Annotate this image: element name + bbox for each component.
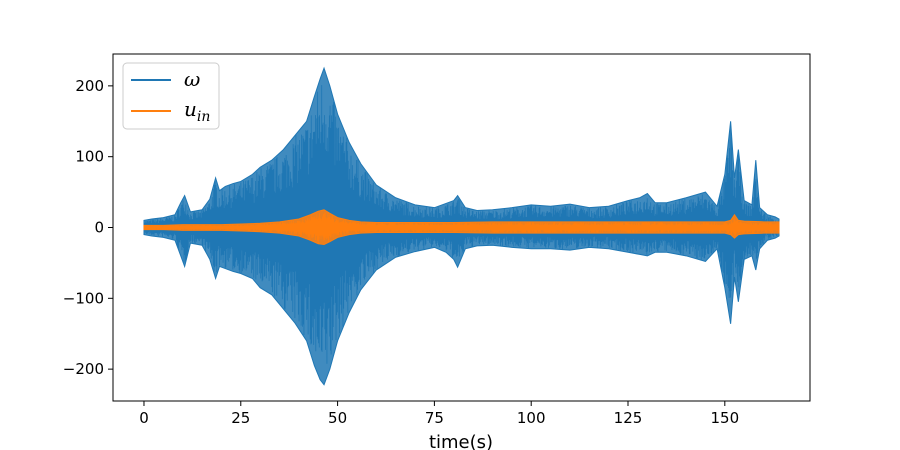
x-tick-label-125: 125 [614, 409, 643, 427]
legend-label-omega: ω [184, 67, 200, 91]
legend-label-uin-sub: in [197, 109, 211, 125]
legend-label-omega-main: ω [184, 67, 200, 91]
y-tick-label--200: −200 [63, 360, 104, 378]
y-tick-label-200: 200 [75, 77, 104, 95]
y-tick-label-100: 100 [75, 148, 104, 166]
x-tick-label-150: 150 [710, 409, 739, 427]
x-tick-label-25: 25 [231, 409, 250, 427]
x-tick-label-75: 75 [425, 409, 444, 427]
legend: ω uin [122, 62, 220, 130]
legend-label-uin: uin [184, 97, 210, 125]
x-tick-label-100: 100 [517, 409, 546, 427]
x-tick-label-50: 50 [328, 409, 347, 427]
legend-label-uin-main: u [184, 97, 197, 121]
series-omega-line [143, 85, 780, 364]
series-uin-line [143, 212, 780, 244]
x-axis-label: time(s) [429, 432, 493, 450]
x-tick-label-0: 0 [139, 409, 149, 427]
y-tick-label--100: −100 [63, 289, 104, 307]
ticks-layer: 0 25 50 75 100 125 150 200 100 0 −100 −200 [63, 77, 739, 427]
series-uin [143, 209, 780, 246]
y-tick-label-0: 0 [94, 219, 104, 237]
series-layer [143, 66, 780, 386]
